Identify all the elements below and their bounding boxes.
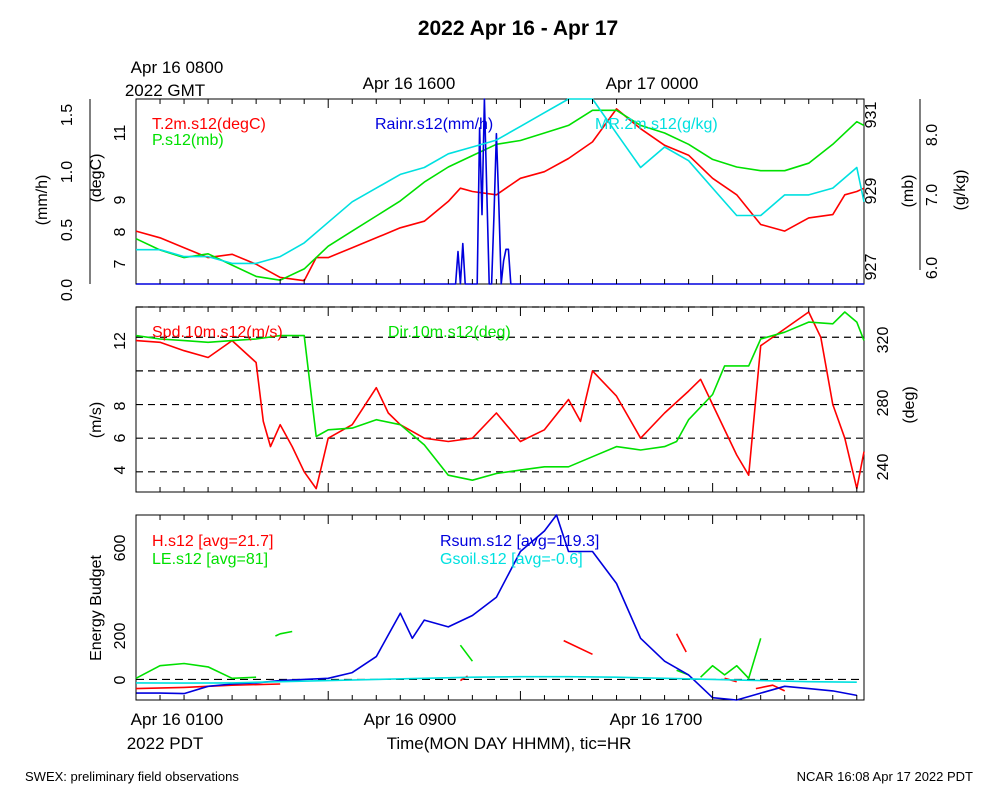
top-axis-label: Apr 16 1600	[363, 74, 456, 93]
rain-tick-label: 1.5	[59, 104, 76, 126]
temp-tick-label: 8	[112, 227, 129, 236]
x-axis-title: Time(MON DAY HHMM), tic=HR	[387, 734, 632, 753]
legend-net-radiation: Rsum.s12 [avg=119.3]	[440, 533, 599, 550]
sensible-heat-line	[675, 633, 687, 653]
wind-direction-line	[135, 311, 865, 482]
bottom-axis-first-label-line2: 2022 PDT	[127, 734, 204, 753]
temp-axis-label: (degC)	[88, 154, 105, 203]
footer-right: NCAR 16:08 Apr 17 2022 PDT	[797, 769, 973, 784]
wind-series-group	[135, 311, 865, 490]
speed-tick-label: 8	[112, 401, 129, 410]
speed-tick-label: 6	[112, 433, 129, 442]
mr-tick-label: 8.0	[924, 124, 941, 146]
top-axis-first-label-line1: Apr 16 0800	[131, 58, 224, 77]
rain-tick-label: 1.0	[59, 161, 76, 183]
sensible-heat-line	[563, 639, 593, 656]
rain-tick-label: 0.0	[59, 279, 76, 301]
energy-tick-label: 200	[112, 623, 129, 650]
panel-energy-frame	[135, 514, 865, 701]
pressure-axis-label: (mb)	[900, 175, 917, 208]
latent-heat-line	[700, 638, 762, 680]
direction-tick-label: 280	[875, 390, 892, 417]
legend-pressure: P.s12(mb)	[152, 132, 224, 149]
temp-tick-label: 9	[112, 195, 129, 204]
sensible-heat-line	[755, 684, 786, 692]
chart-title: 2022 Apr 16 - Apr 17	[418, 17, 618, 40]
legend-wind-speed: Spd.10m.s12(m/s)	[152, 324, 283, 341]
legend-rain-rate: Rainr.s12(mm/h)	[375, 116, 493, 133]
latent-heat-line	[459, 644, 474, 662]
mr-tick-label: 6.0	[924, 257, 941, 279]
mr-tick-label: 7.0	[924, 184, 941, 206]
energy-axis-label: Energy Budget	[88, 555, 105, 661]
met-series-group	[135, 98, 865, 285]
temp-tick-label: 11	[112, 125, 129, 142]
direction-tick-label: 240	[875, 454, 892, 481]
energy-series-group	[135, 514, 857, 701]
axis-ticks	[135, 99, 858, 700]
direction-tick-label: 320	[875, 327, 892, 354]
energy-tick-label: 0	[112, 675, 129, 684]
bottom-axis-label: Apr 16 0900	[364, 710, 457, 729]
mixing-ratio-line	[136, 98, 865, 265]
rain-axis-label: (mm/h)	[34, 175, 51, 226]
speed-tick-label: 4	[112, 465, 129, 474]
rain-rate-line	[136, 98, 864, 285]
pressure-tick-label: 927	[863, 254, 880, 281]
panel-met-frame	[135, 98, 865, 285]
speed-tick-label: 12	[112, 332, 129, 350]
pressure-line	[135, 109, 865, 282]
pressure-tick-label: 931	[863, 102, 880, 129]
legend-soil-heat-flux: Gsoil.s12 [avg=-0.6]	[440, 551, 583, 568]
temp-tick-label: 7	[112, 259, 129, 268]
legend-latent-heat: LE.s12 [avg=81]	[152, 551, 268, 568]
legend-temperature: T.2m.s12(degC)	[152, 116, 266, 133]
rain-tick-label: 0.5	[59, 219, 76, 241]
wind-speed-line	[135, 311, 865, 490]
footer-left: SWEX: preliminary field observations	[25, 769, 239, 784]
temperature-line	[135, 108, 865, 282]
latent-heat-line	[275, 630, 293, 637]
top-axis-label: Apr 17 0000	[606, 74, 699, 93]
direction-axis-label: (deg)	[901, 386, 918, 423]
legend-mixing-ratio: MR.2m.s12(g/kg)	[595, 116, 718, 133]
latent-heat-line	[135, 662, 257, 680]
legend-wind-direction: Dir.10m.s12(deg)	[388, 324, 511, 341]
energy-tick-label: 600	[112, 535, 129, 562]
soil-heat-flux-line	[135, 675, 857, 684]
bottom-axis-label: Apr 16 1700	[610, 710, 703, 729]
bottom-axis-first-label-line1: Apr 16 0100	[131, 710, 224, 729]
mr-axis-label: (g/kg)	[952, 170, 969, 211]
pressure-tick-label: 929	[863, 178, 880, 205]
speed-axis-label: (m/s)	[88, 402, 105, 438]
legend-sensible-heat: H.s12 [avg=21.7]	[152, 533, 273, 550]
top-axis-first-label-line2: 2022 GMT	[125, 81, 205, 100]
